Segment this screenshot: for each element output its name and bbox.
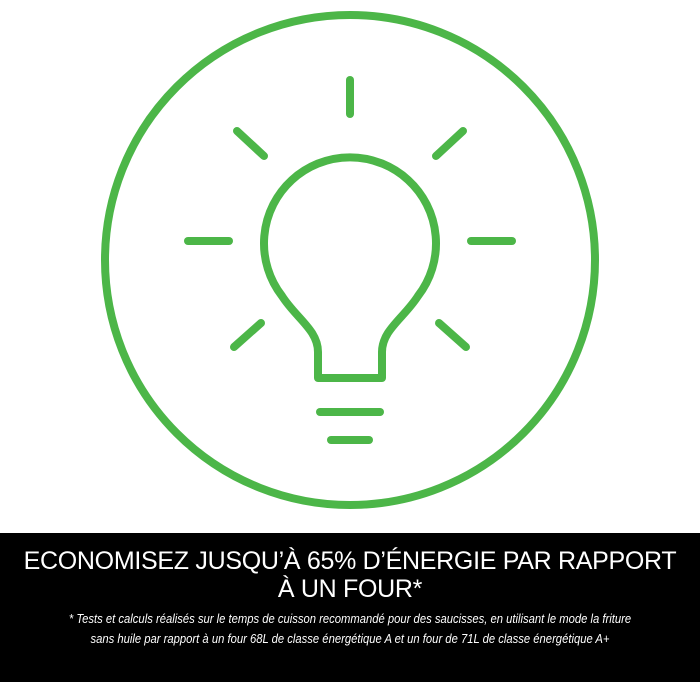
- lightbulb-icon: [101, 11, 599, 509]
- headline: ECONOMISEZ JUSQU’À 65% D’ÉNERGIE PAR RAP…: [0, 547, 700, 603]
- headline-line: ECONOMISEZ JUSQU’À 65% D’ÉNERGIE PAR RAP…: [23, 547, 677, 575]
- ray: [435, 319, 470, 351]
- bulb-glass: [260, 153, 440, 382]
- outer-circle: [101, 11, 599, 509]
- footnote-line: sans huile par rapport à un four 68L de …: [90, 632, 610, 646]
- footnote: * Tests et calculs réalisés sur le temps…: [35, 609, 665, 649]
- ray: [432, 127, 467, 160]
- headline-line: À UN FOUR*: [277, 575, 423, 603]
- ray: [233, 127, 268, 160]
- footnote-line: * Tests et calculs réalisés sur le temps…: [68, 612, 632, 626]
- ray: [230, 319, 265, 351]
- info-banner: ECONOMISEZ JUSQU’À 65% D’ÉNERGIE PAR RAP…: [0, 533, 700, 682]
